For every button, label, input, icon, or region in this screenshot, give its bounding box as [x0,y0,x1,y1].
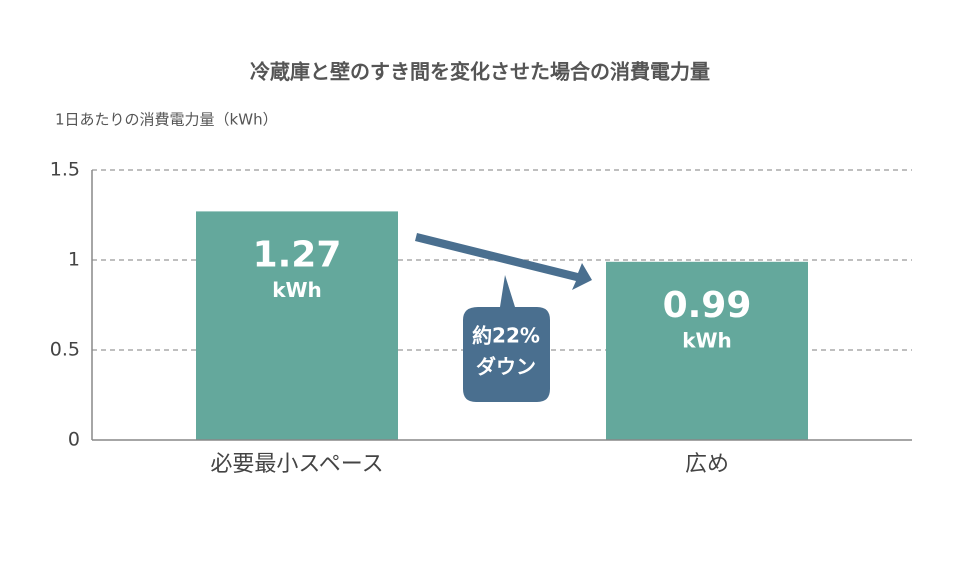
annotation: 約22% [472,324,540,348]
bar [606,261,808,440]
y-axis-label: 1日あたりの消費電力量（kWh） [55,111,278,129]
y-tick-label: 1.5 [50,159,80,181]
data-label: 0.99 [663,285,752,326]
callout [463,275,550,402]
arrow [415,233,592,290]
data-label-unit: kWh [682,328,732,352]
x-tick-label: 広め [685,452,729,477]
chart-title: 冷蔵庫と壁のすき間を変化させた場合の消費電力量 [250,60,710,84]
y-tick-label: 0.5 [50,339,80,361]
y-tick-label: 0 [68,429,80,451]
annotation: ダウン [476,355,536,379]
y-tick-label: 1 [68,249,80,271]
data-label-unit: kWh [272,278,322,302]
bar [196,211,398,440]
x-tick-label: 必要最小スペース [210,452,383,477]
data-label: 1.27 [253,234,342,275]
